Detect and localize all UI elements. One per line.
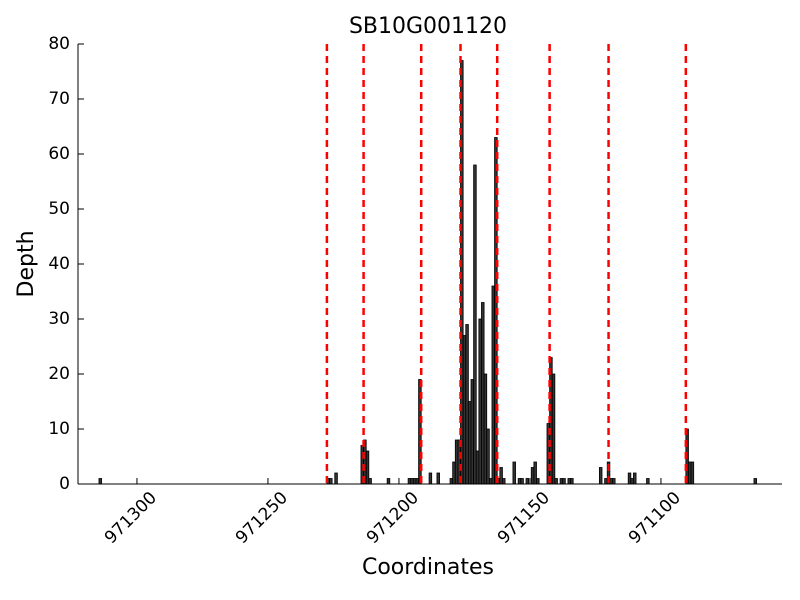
y-tick-label: 30 — [48, 309, 70, 329]
bar — [520, 478, 524, 485]
bar — [690, 461, 695, 485]
bar — [612, 478, 616, 485]
x-tick-label: 971200 — [363, 488, 423, 548]
y-tick-label: 70 — [48, 89, 70, 109]
bar — [551, 373, 556, 485]
bar — [98, 478, 102, 485]
y-tick-label: 0 — [59, 474, 70, 494]
x-tick-label: 971150 — [494, 488, 554, 548]
y-tick-label: 60 — [48, 144, 70, 164]
bar — [570, 478, 574, 485]
x-axis-label: Coordinates — [362, 555, 494, 580]
bar — [428, 472, 433, 485]
bar — [646, 478, 650, 485]
bar — [473, 164, 477, 485]
bar — [368, 478, 372, 485]
bar — [386, 478, 391, 485]
bar — [334, 472, 338, 485]
bar — [329, 478, 333, 485]
x-tick-label: 971100 — [625, 488, 685, 548]
bar — [536, 478, 540, 485]
y-tick-label: 50 — [48, 199, 70, 219]
bar — [554, 478, 558, 485]
bar — [525, 478, 530, 485]
bar — [633, 472, 637, 485]
bar — [486, 428, 490, 485]
y-axis-label: Depth — [14, 230, 39, 297]
x-tick-label: 971250 — [232, 488, 292, 548]
y-tick-label: 80 — [48, 34, 70, 54]
y-tick-label: 20 — [48, 364, 70, 384]
bar — [562, 478, 566, 485]
bar — [512, 461, 516, 485]
x-tick-label: 971300 — [101, 488, 161, 548]
y-tick-label: 40 — [48, 254, 70, 274]
chart-title: SB10G001120 — [349, 14, 507, 39]
bar — [598, 467, 603, 485]
bar — [753, 478, 757, 485]
bar — [436, 472, 440, 485]
y-tick-label: 10 — [48, 419, 70, 439]
bar — [502, 478, 506, 485]
